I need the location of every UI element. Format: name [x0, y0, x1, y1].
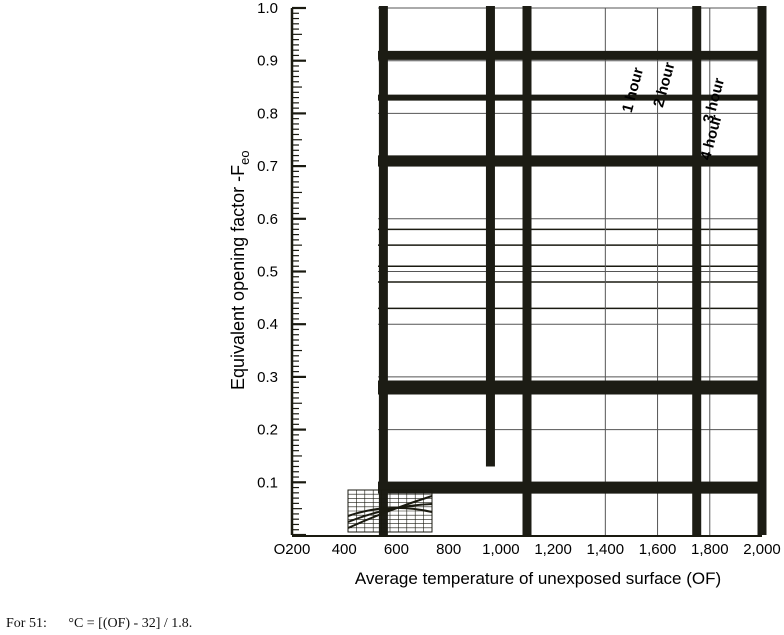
- inset-curve: [347, 495, 433, 529]
- y-tick-label: 0.6: [257, 211, 278, 228]
- x-tick-label: 1,000: [482, 541, 520, 558]
- footnote-formula: °C = [(OF) - 32] / 1.8.: [68, 616, 193, 631]
- y-tick-label: 0.5: [257, 264, 278, 281]
- axes: [290, 6, 762, 537]
- tick-labels: 0.1 0.2 0.3 0.4 0.5 0.6 0.7 0.8 0.9 1.0 O200 400 600…: [257, 0, 781, 558]
- footnote: For 51: °C = [(OF) - 32] / 1.8.: [6, 616, 192, 632]
- curve-label: 1 hour: [619, 66, 647, 115]
- footnote-prefix: For 51:: [6, 616, 47, 631]
- x-tick-label: 400: [332, 541, 357, 558]
- y-tick-label: 0.7: [257, 158, 278, 175]
- x-tick-label: 1,800: [691, 541, 729, 558]
- y-tick-label: 0.9: [257, 53, 278, 70]
- x-tick-label: 1,200: [534, 541, 572, 558]
- y-tick-label: 0.3: [257, 369, 278, 386]
- x-tick-label: 1,400: [587, 541, 625, 558]
- y-tick-label: 1.0: [257, 0, 278, 17]
- y-tick-label: 0.2: [257, 422, 278, 439]
- x-tick-label: 600: [384, 541, 409, 558]
- vertical-bars: [378, 6, 767, 535]
- inset-curve: [347, 503, 433, 523]
- inset-curve: [347, 506, 433, 517]
- y-tick-label: 0.8: [257, 105, 278, 122]
- x-tick-label: 2,000: [743, 541, 781, 558]
- grid: [378, 7, 763, 535]
- y-tick-label: 0.4: [257, 316, 278, 333]
- x-axis-label: Average temperature of unexposed surface…: [355, 569, 721, 588]
- x-tick-label: 1,600: [639, 541, 677, 558]
- y-axis-label-subscript: eo: [237, 150, 252, 164]
- y-tick-label: 0.1: [257, 474, 278, 491]
- y-axis-label: Equivalent opening factor -Feo: [228, 150, 252, 390]
- curve-label: 2 hour: [650, 60, 678, 109]
- x-tick-label: O200: [274, 541, 311, 558]
- x-tick-label: 800: [436, 541, 461, 558]
